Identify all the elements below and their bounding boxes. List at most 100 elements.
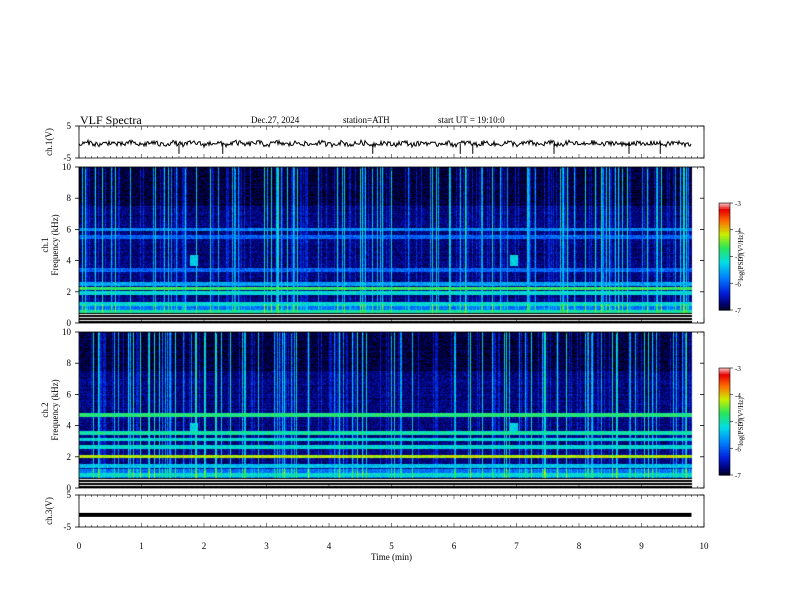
ch1-spectrogram-colorbar-cell: [719, 240, 730, 243]
ch2-spectrogram-colorbar-cell: [719, 391, 730, 394]
ch1-spectrogram-colorbar-cell: [719, 258, 730, 261]
ch1-spectrogram-colorbar-cell: [719, 226, 730, 229]
ch1-spectrogram-colorbar-cell: [719, 263, 730, 267]
ch1-waveform-ytick-label: -5: [64, 153, 72, 163]
ch1-spectrogram-colorbar-cell: [719, 308, 730, 311]
ch1-spectrogram-colorbar-cell: [719, 220, 730, 224]
ch2-spectrogram-colorbar-cell: [719, 430, 730, 433]
ch1-spectrogram-image: [79, 167, 704, 323]
ch1-spectrogram-colorbar-cell: [719, 213, 730, 217]
ch1-spectrogram-colorbar-tick-label: -7: [735, 307, 741, 315]
ch2-spectrogram-colorbar-cell: [719, 396, 730, 399]
ch2-spectrogram-colorbar-cell: [719, 394, 730, 398]
date-label: Dec.27, 2024: [251, 115, 300, 125]
ch2-spectrogram-colorbar-cell: [719, 457, 730, 460]
ch1-spectrogram-colorbar-cell: [719, 283, 730, 286]
ch2-spectrogram-colorbar-cell: [719, 469, 730, 473]
ch2-spectrogram-colorbar-cell: [719, 410, 730, 414]
ch2-spectrogram-colorbar-cell: [719, 416, 730, 419]
ch2-spectrogram-image: [79, 332, 704, 488]
ch2-spectrogram-colorbar-cell: [719, 467, 730, 471]
station-label: station=ATH: [343, 115, 390, 125]
ch2-spectrogram-colorbar-cell: [719, 414, 730, 417]
ch1-spectrogram-colorbar-cell: [719, 301, 730, 304]
ch1-spectrogram-colorbar-cell: [719, 267, 730, 270]
ch1-spectrogram-colorbar-cell: [719, 244, 730, 247]
ch2-spectrogram-ytick-label: 4: [67, 421, 72, 431]
ch1-spectrogram-colorbar-cell: [719, 292, 730, 295]
ch2-spectrogram-colorbar-cell: [719, 384, 730, 387]
ch2-spectrogram-colorbar-cell: [719, 389, 730, 392]
ch3-waveform-ytick-label: 5: [67, 490, 72, 500]
ch3-waveform-frame: [78, 494, 705, 528]
ch1-spectrogram-colorbar-cell: [719, 219, 730, 222]
ch1-spectrogram-colorbar-cell: [719, 206, 730, 209]
ch2-spectrogram-colorbar-tick-label: -7: [735, 472, 741, 480]
ch2-spectrogram-ytick-label: 2: [67, 452, 72, 462]
ch2-spectrogram-ytick-label: 6: [67, 389, 72, 399]
ch2-spectrogram-colorbar-tick-label: -3: [735, 365, 741, 373]
ch1-spectrogram-colorbar-cell: [719, 285, 730, 288]
ch1-spectrogram-ytick-label: 2: [67, 287, 72, 297]
ch2-spectrogram-colorbar-cell: [719, 382, 730, 385]
ch2-spectrogram-colorbar-cell: [719, 405, 730, 408]
ch2-spectrogram-colorbar-cell: [719, 439, 730, 442]
ch1-spectrogram-colorbar-cell: [719, 252, 730, 256]
ch2-spectrogram-ylabel-channel: ch.2: [40, 402, 50, 417]
ch2-spectrogram-colorbar-cell: [719, 473, 730, 476]
ch1-spectrogram-colorbar-cell: [719, 247, 730, 250]
ch2-spectrogram-colorbar-cell: [719, 380, 730, 383]
ch2-spectrogram-colorbar-label: log(PSD)(V²/Hz): [737, 397, 745, 446]
ch1-spectrogram-colorbar-cell: [719, 272, 730, 275]
ch1-waveform-ylabel: ch.1(V): [44, 128, 54, 156]
ch2-spectrogram-colorbar-cell: [719, 387, 730, 390]
ch1-spectrogram-colorbar-cell: [719, 286, 730, 290]
ch3-waveform-ytick-label: -5: [64, 522, 72, 532]
xtick-label: 4: [327, 541, 332, 551]
ch1-spectrogram-colorbar-tick-label: -6: [735, 280, 741, 288]
ch2-spectrogram-colorbar-cell: [719, 392, 730, 396]
xtick-label: 3: [264, 541, 269, 551]
ch1-spectrogram-ylabel-channel: ch.1: [40, 237, 50, 252]
ch1-spectrogram-colorbar-cell: [719, 249, 730, 252]
ch2-spectrogram-colorbar-cell: [719, 368, 730, 371]
ch2-spectrogram-colorbar-cell: [719, 400, 730, 403]
ch2-spectrogram-colorbar-cell: [719, 421, 730, 424]
ch2-spectrogram-colorbar-cell: [719, 423, 730, 426]
ch2-spectrogram-colorbar-tick-label: -6: [735, 445, 741, 453]
ch2-spectrogram-colorbar-cell: [719, 437, 730, 440]
ch1-spectrogram-ytick-label: 0: [67, 318, 72, 328]
ch2-spectrogram-colorbar-cell: [719, 448, 730, 451]
ch1-spectrogram-colorbar-cell: [719, 299, 730, 302]
ch2-spectrogram-colorbar-cell: [719, 450, 730, 453]
ch2-spectrogram-colorbar-cell: [719, 417, 730, 421]
ch1-spectrogram-colorbar-cell: [719, 277, 730, 281]
ch1-spectrogram-colorbar-cell: [719, 236, 730, 240]
ch2-spectrogram-colorbar-cell: [719, 409, 730, 412]
ch1-spectrogram-colorbar-cell: [719, 242, 730, 245]
ch2-spectrogram-colorbar-cell: [719, 441, 730, 444]
ch2-spectrogram-ytick-label: 8: [67, 358, 72, 368]
ch1-waveform-ytick-label: 5: [67, 121, 72, 131]
ch2-spectrogram-colorbar-cell: [719, 432, 730, 435]
ch1-spectrogram-colorbar-tick-label: -4: [735, 227, 741, 235]
ch1-spectrogram-colorbar-cell: [719, 231, 730, 234]
ch2-spectrogram-colorbar-cell: [719, 425, 730, 428]
ch1-spectrogram-colorbar-cell: [719, 222, 730, 225]
ch1-spectrogram-colorbar-cell: [719, 217, 730, 220]
ch1-spectrogram-colorbar-cell: [719, 279, 730, 283]
ch1-spectrogram-colorbar-cell: [719, 274, 730, 277]
ch2-spectrogram-colorbar-cell: [719, 373, 730, 376]
ch2-spectrogram-colorbar-cell: [719, 401, 730, 405]
ch1-spectrogram-colorbar-cell: [719, 270, 730, 274]
ch1-spectrogram-colorbar-cell: [719, 203, 730, 206]
ch1-spectrogram-colorbar-cell: [719, 302, 730, 306]
ch1-spectrogram-colorbar-cell: [719, 268, 730, 272]
ch2-spectrogram-colorbar-cell: [719, 378, 730, 382]
ch2-spectrogram-colorbar-cell: [719, 444, 730, 448]
ch2-spectrogram-colorbar-cell: [719, 466, 730, 469]
ch2-spectrogram-colorbar-tick-label: -4: [735, 392, 741, 400]
ch1-spectrogram-colorbar-cell: [719, 251, 730, 254]
